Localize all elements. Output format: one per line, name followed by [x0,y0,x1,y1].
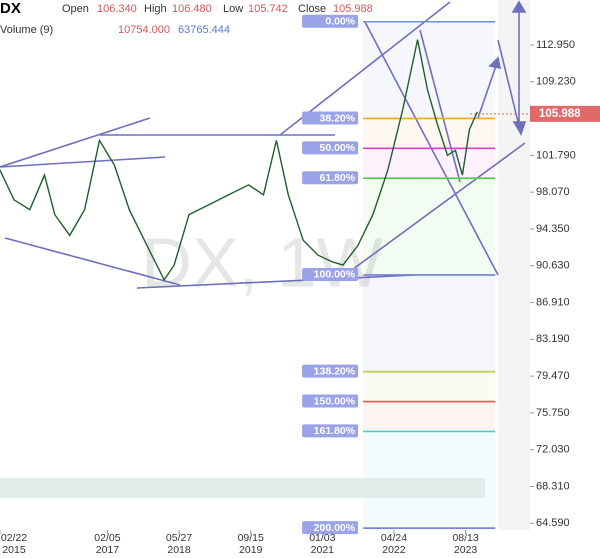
y-tick-label: 86.910 [536,296,570,308]
y-tick-label: 98.070 [536,186,570,198]
trend-line [136,274,416,289]
trend-line [344,142,526,276]
watermark: DX, 1W [141,223,382,301]
fib-label: 61.80% [319,172,355,184]
x-tick-label: 04/24 2022 [380,532,408,556]
price-line [0,39,478,282]
fib-band [363,21,496,119]
trend-line [4,237,181,286]
fib-label: 150.00% [314,395,356,407]
y-tick-label: 109.230 [536,76,576,88]
fib-label-box [302,141,359,155]
last-price-label: 105.988 [539,108,581,120]
x-tick-label: 02/05 2017 [94,532,121,556]
fib-label: 200.00% [314,522,356,534]
ohlc-label: Close [298,3,326,15]
volume-area [0,478,485,498]
y-tick-label: 72.030 [536,444,570,456]
x-tick-label: 02/22 2015 [0,532,28,556]
fib-label: 38.20% [319,112,355,124]
x-tick-label: 09/15 2019 [237,532,264,556]
x-tick-label: 01/03 2021 [309,532,336,556]
trend-line [0,117,151,168]
fib-label-box [302,267,359,281]
y-tick-label: 64.590 [536,517,570,529]
fib-label: 0.00% [325,16,355,28]
fib-label: 100.00% [314,269,356,281]
trend-line [0,156,166,168]
fib-band [363,371,496,402]
fib-label: 138.20% [314,365,356,377]
ohlc-label: Low [223,3,243,15]
y-tick-label: 79.470 [536,370,570,382]
arrow [497,39,521,131]
ohlc-label: High [144,3,167,15]
fib-label-box [302,424,359,438]
fib-band [363,274,496,372]
fib-label-box [302,14,359,28]
fib-label-box [302,521,359,535]
volume-value: 63765.444 [178,24,230,36]
y-tick-label: 94.350 [536,223,570,235]
y-tick-label: 68.310 [536,480,570,492]
x-tick-label: 08/13 2023 [452,532,479,556]
fib-band [363,148,496,179]
ohlc-value: 106.480 [172,3,212,15]
trend-line [419,29,461,183]
ohlc-value: 105.742 [248,3,288,15]
ohlc-value: 106.340 [97,3,137,15]
last-price-box [530,105,600,122]
fib-label: 50.00% [319,142,355,154]
y-tick-label: 112.950 [536,39,575,51]
ohlc-label: Open [62,3,89,15]
x-tick-label: 05/27 2018 [165,532,193,556]
fib-band [363,178,496,275]
fib-band [363,401,496,432]
y-tick-label: 90.630 [536,260,570,272]
fib-label-box [302,111,359,125]
arrow-head [488,56,502,70]
volume-value: 10754.000 [118,24,170,36]
arrow [477,59,499,119]
y-tick-label: 83.190 [536,333,570,345]
future-area [498,0,530,530]
fib-label-box [302,171,359,185]
symbol: DX [0,0,21,17]
arrow-head [511,0,527,13]
ohlc-value: 105.988 [333,3,373,15]
y-tick-label: 101.790 [536,149,576,161]
y-tick-label: 75.750 [536,407,570,419]
fib-label: 161.80% [314,425,356,437]
fib-label-box [302,364,359,378]
fib-label-box [302,394,359,408]
volume-label: Volume (9) [0,24,53,36]
